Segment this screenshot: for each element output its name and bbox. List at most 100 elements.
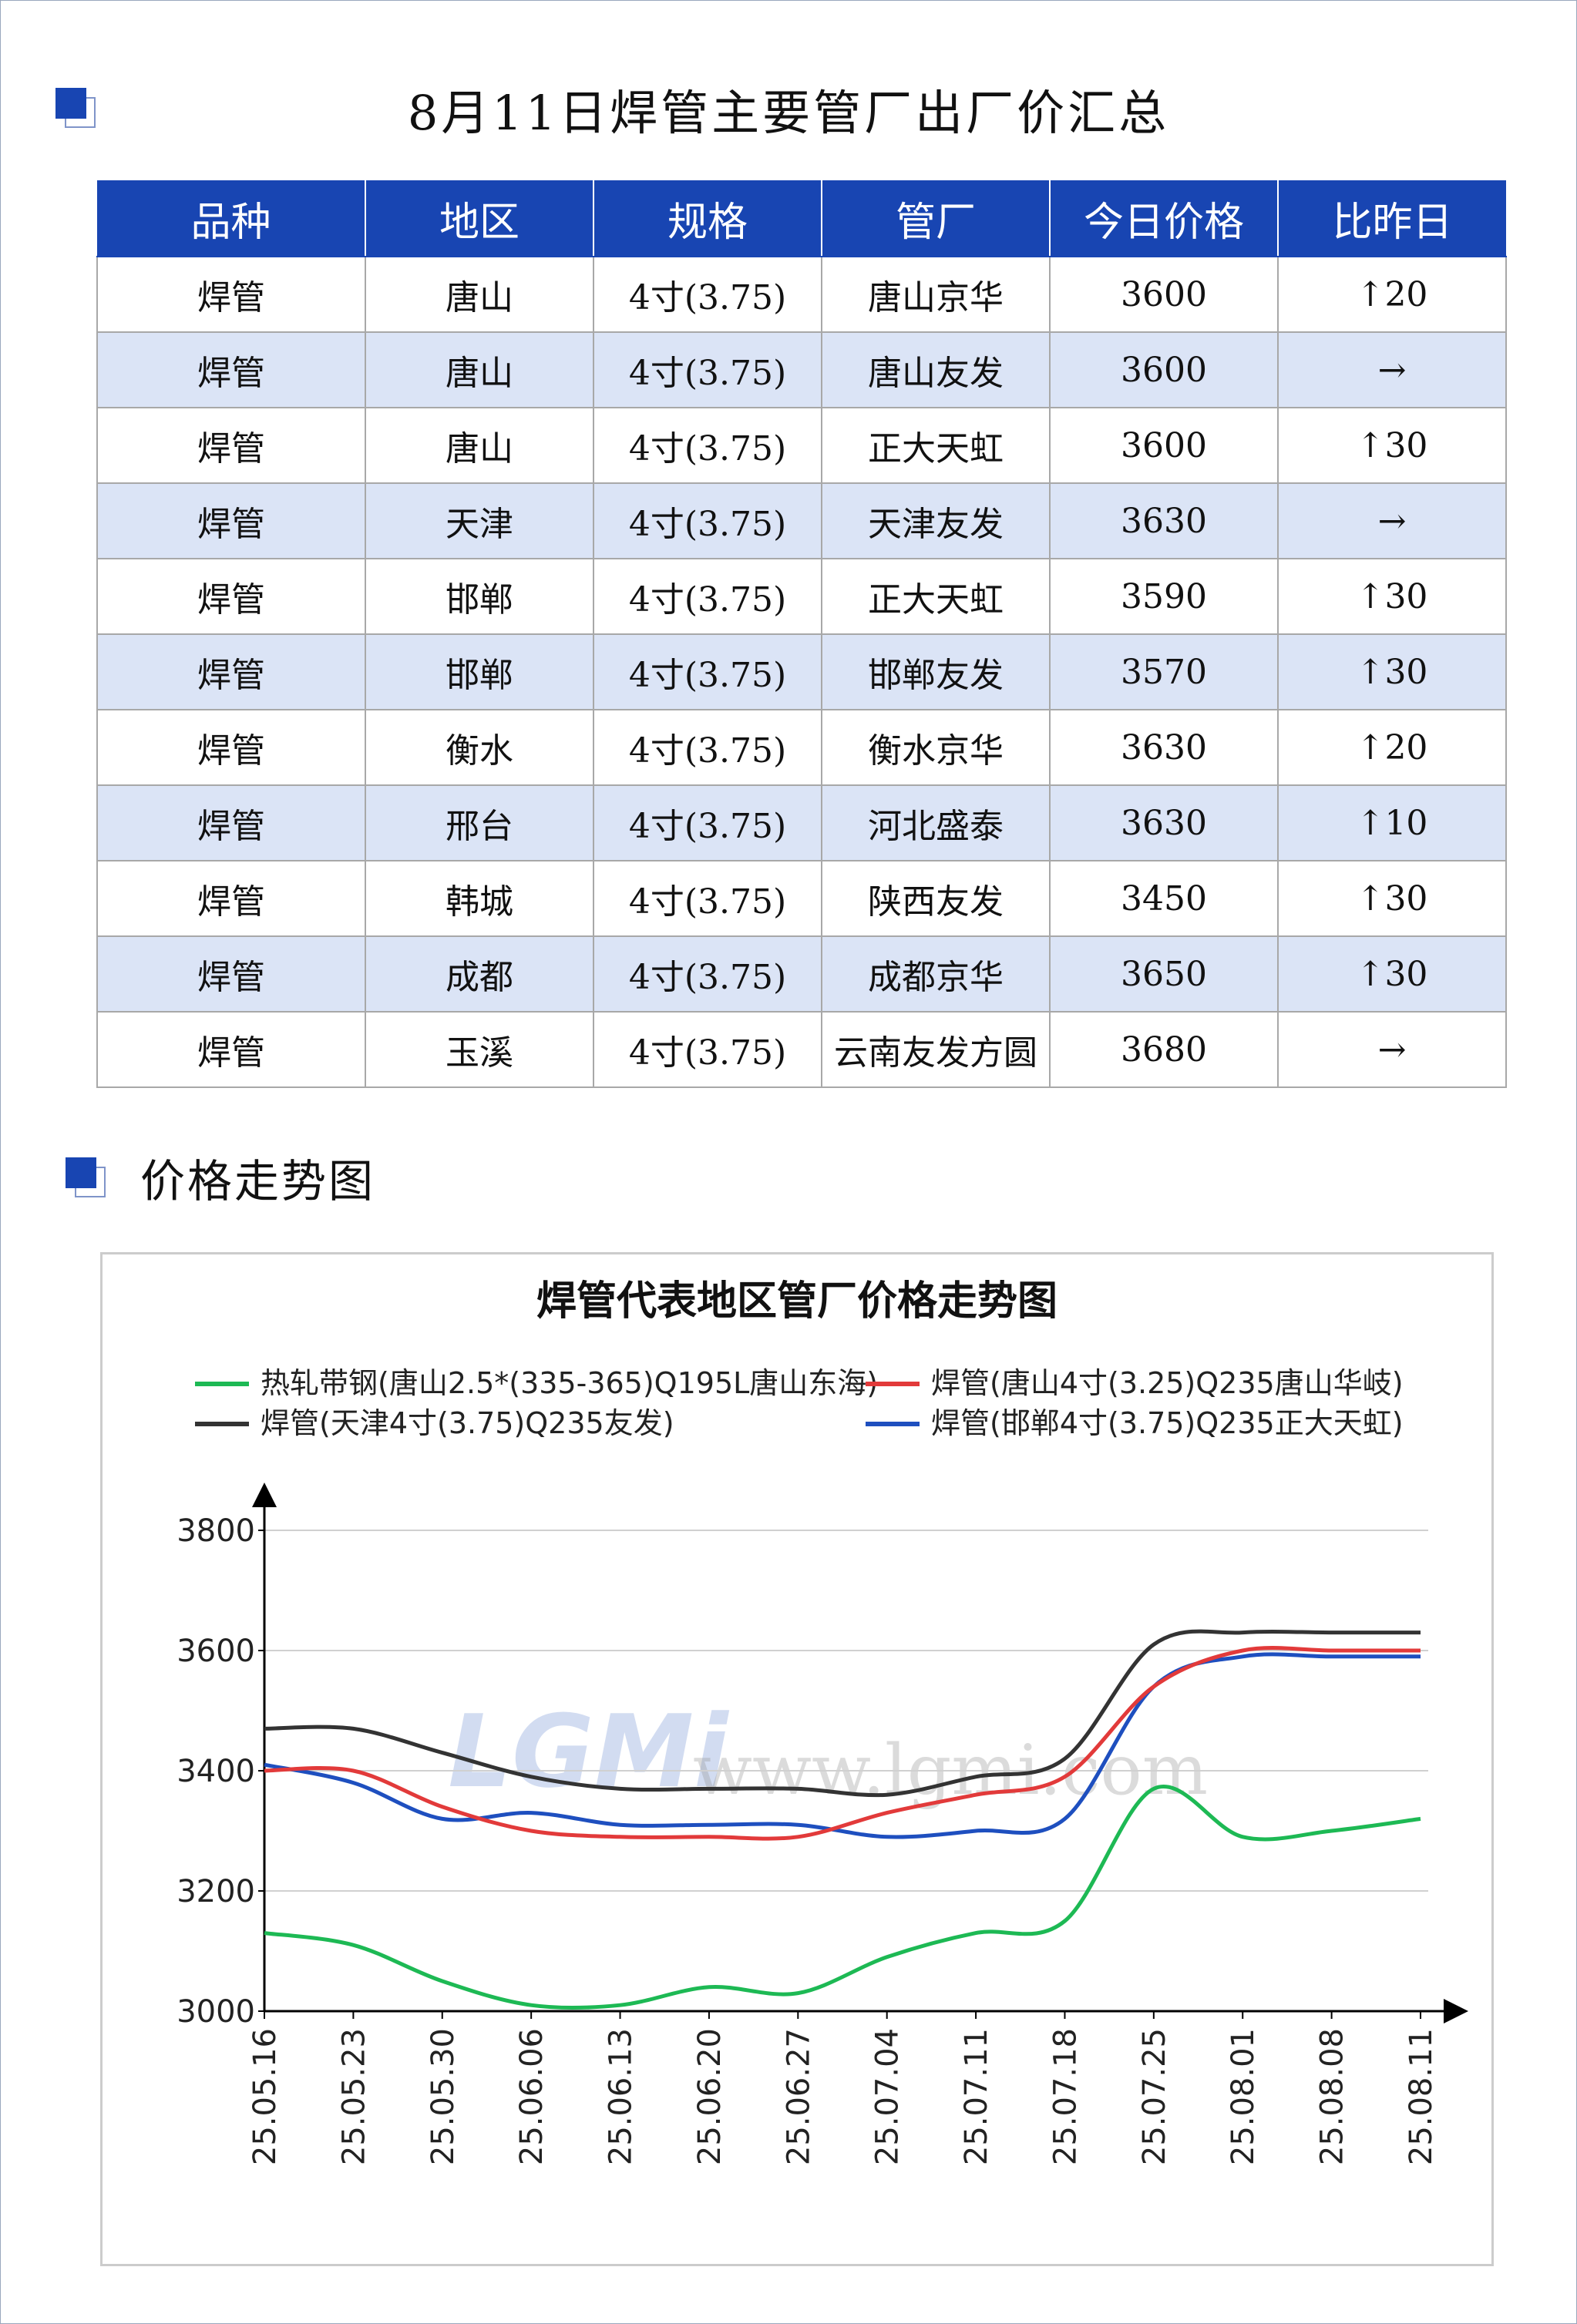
cell-region: 成都 [365, 935, 594, 1013]
y-tick-label: 3200 [177, 1874, 255, 1909]
cell-mill: 正大天虹 [821, 407, 1051, 484]
header-region: 地区 [365, 180, 594, 257]
table-row: 焊管 唐山 4寸(3.75) 唐山友发 3600 → [96, 331, 1507, 408]
cell-change: ↑30 [1277, 558, 1507, 635]
cell-price: 3570 [1049, 633, 1279, 710]
x-tick-label: 25.06.13 [604, 2028, 639, 2165]
table-row: 焊管 唐山 4寸(3.75) 唐山京华 3600 ↑20 [96, 256, 1507, 333]
cell-variety: 焊管 [96, 784, 366, 861]
header-price: 今日价格 [1050, 180, 1279, 257]
arrow-right-icon: → [1377, 350, 1407, 390]
cell-region: 韩城 [365, 860, 594, 937]
cell-change: ↑30 [1277, 633, 1507, 710]
table-row: 焊管 邯郸 4寸(3.75) 邯郸友发 3570 ↑30 [96, 633, 1507, 710]
cell-variety: 焊管 [96, 331, 366, 408]
cell-mill: 衡水京华 [821, 709, 1051, 786]
header-variety: 品种 [97, 180, 366, 257]
cell-change: → [1277, 331, 1507, 408]
cell-mill: 河北盛泰 [821, 784, 1051, 861]
cell-change: ↑30 [1277, 407, 1507, 484]
price-trend-chart: 焊管代表地区管厂价格走势图LGMiwww.lgmi.com热轧带钢(唐山2.5*… [177, 1278, 1468, 2165]
cell-region: 唐山 [365, 256, 594, 333]
cell-mill: 云南友发方圆 [821, 1011, 1051, 1088]
cell-region: 邯郸 [365, 633, 594, 710]
x-tick-label: 25.08.11 [1404, 2028, 1439, 2165]
table-row: 焊管 天津 4寸(3.75) 天津友发 3630 → [96, 482, 1507, 559]
section-heading: 价格走势图 [140, 1155, 376, 1207]
cell-variety: 焊管 [96, 558, 366, 635]
cell-change: ↑20 [1277, 256, 1507, 333]
series-line-0 [264, 1785, 1421, 2010]
table-row: 焊管 玉溪 4寸(3.75) 云南友发方圆 3680 → [96, 1011, 1507, 1088]
y-tick-label: 3400 [177, 1754, 255, 1789]
cell-variety: 焊管 [96, 935, 366, 1013]
y-axis-arrow-icon [252, 1483, 277, 1507]
arrow-right-icon: → [1377, 1029, 1407, 1070]
x-tick-label: 25.08.08 [1315, 2028, 1350, 2165]
change-value: 30 [1384, 576, 1428, 616]
header-spec: 规格 [593, 180, 822, 257]
cell-price: 3630 [1049, 784, 1279, 861]
legend-label: 焊管(唐山4寸(3.25)Q235唐山华岐) [931, 1366, 1404, 1400]
x-axis-arrow-icon [1444, 1999, 1468, 2023]
x-tick-label: 25.07.18 [1047, 2028, 1083, 2165]
cell-region: 邯郸 [365, 558, 594, 635]
change-value: 20 [1384, 727, 1428, 767]
table-row: 焊管 成都 4寸(3.75) 成都京华 3650 ↑30 [96, 935, 1507, 1013]
cell-spec: 4寸(3.75) [593, 709, 822, 786]
cell-mill: 邯郸友发 [821, 633, 1051, 710]
page-title: 8月11日焊管主要管厂出厂价汇总 [407, 85, 1170, 141]
chart-title: 焊管代表地区管厂价格走势图 [536, 1278, 1057, 1325]
cell-variety: 焊管 [96, 709, 366, 786]
cell-change: → [1277, 482, 1507, 559]
chart-container: 焊管代表地区管厂价格走势图 LGMi www.lgmi.com 热轧带钢(唐山2.5*… [100, 1252, 1494, 2266]
x-tick-label: 25.07.25 [1137, 2028, 1172, 2165]
cell-variety: 焊管 [96, 1011, 366, 1088]
cell-spec: 4寸(3.75) [593, 633, 822, 710]
cell-mill: 唐山友发 [821, 331, 1051, 408]
cell-variety: 焊管 [96, 256, 366, 333]
price-table: 品种 地区 规格 管厂 今日价格 比昨日 焊管 唐山 4寸(3.75) 唐山京华 360… [96, 180, 1507, 1088]
cell-variety: 焊管 [96, 633, 366, 710]
y-tick-label: 3000 [177, 1994, 255, 2030]
cell-price: 3630 [1049, 482, 1279, 559]
cell-spec: 4寸(3.75) [593, 1011, 822, 1088]
x-tick-label: 25.08.01 [1226, 2028, 1261, 2165]
change-value: 30 [1384, 878, 1428, 919]
cell-mill: 陕西友发 [821, 860, 1051, 937]
watermark-logo: LGMi [448, 1693, 730, 1810]
cell-price: 3650 [1049, 935, 1279, 1013]
cell-price: 3630 [1049, 709, 1279, 786]
cell-price: 3600 [1049, 256, 1279, 333]
legend-label: 热轧带钢(唐山2.5*(335-365)Q195L唐山东海) [261, 1366, 878, 1400]
cell-price: 3600 [1049, 407, 1279, 484]
legend-label: 焊管(邯郸4寸(3.75)Q235正大天虹) [931, 1406, 1404, 1440]
cell-mill: 唐山京华 [821, 256, 1051, 333]
x-tick-label: 25.06.27 [781, 2028, 816, 2165]
cell-region: 衡水 [365, 709, 594, 786]
table-row: 焊管 唐山 4寸(3.75) 正大天虹 3600 ↑30 [96, 407, 1507, 484]
cell-variety: 焊管 [96, 860, 366, 937]
x-tick-label: 25.07.04 [870, 2028, 906, 2165]
arrow-up-icon: ↑ [1356, 652, 1385, 692]
table-row: 焊管 衡水 4寸(3.75) 衡水京华 3630 ↑20 [96, 709, 1507, 786]
cell-spec: 4寸(3.75) [593, 784, 822, 861]
y-tick-label: 3800 [177, 1513, 255, 1549]
table-header-row: 品种 地区 规格 管厂 今日价格 比昨日 [97, 180, 1506, 257]
series-line-2 [264, 1629, 1421, 1798]
cell-spec: 4寸(3.75) [593, 935, 822, 1013]
cell-price: 3600 [1049, 331, 1279, 408]
x-tick-label: 25.07.11 [959, 2028, 994, 2165]
y-tick-label: 3600 [177, 1634, 255, 1669]
table-row: 焊管 韩城 4寸(3.75) 陕西友发 3450 ↑30 [96, 860, 1507, 937]
cell-change: ↑30 [1277, 860, 1507, 937]
header-change: 比昨日 [1278, 180, 1506, 257]
legend-label: 焊管(天津4寸(3.75)Q235友发) [261, 1406, 674, 1440]
x-tick-label: 25.06.06 [514, 2028, 550, 2165]
arrow-right-icon: → [1377, 501, 1407, 541]
cell-change: → [1277, 1011, 1507, 1088]
x-tick-label: 25.05.16 [247, 2028, 283, 2165]
change-value: 30 [1384, 652, 1428, 692]
x-tick-label: 25.06.20 [692, 2028, 728, 2165]
cell-spec: 4寸(3.75) [593, 482, 822, 559]
